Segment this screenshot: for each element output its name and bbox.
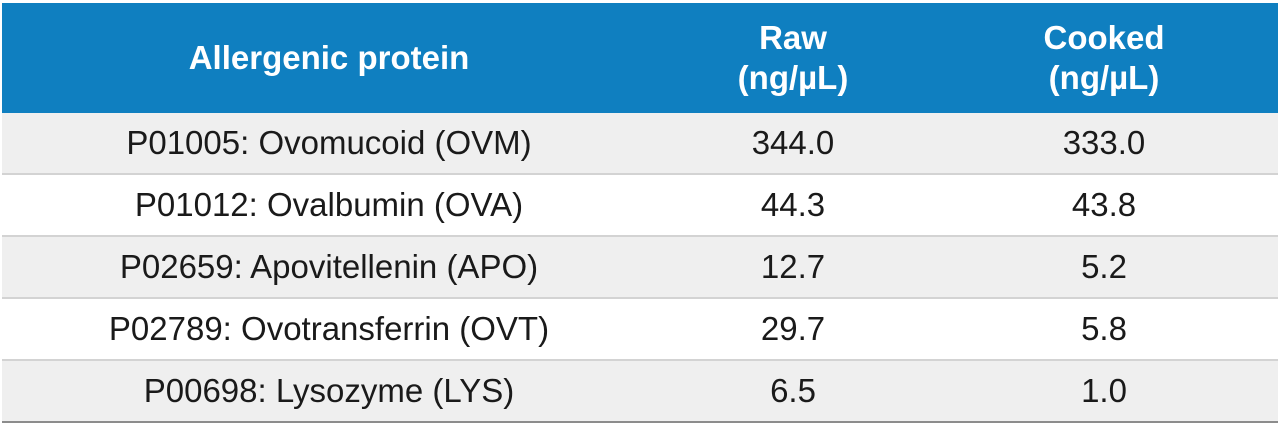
- table-row: P00698: Lysozyme (LYS) 6.5 1.0: [2, 360, 1278, 423]
- cell-cooked: 5.2: [930, 236, 1278, 299]
- header-cooked-label: Cooked: [1043, 19, 1165, 56]
- cell-cooked: 43.8: [930, 174, 1278, 237]
- header-cooked: Cooked (ng/µL): [930, 3, 1278, 113]
- cell-cooked: 5.8: [930, 298, 1278, 361]
- table-row: P01005: Ovomucoid (OVM) 344.0 333.0: [2, 113, 1278, 175]
- table-header: Allergenic protein Raw (ng/µL) Cooked (n…: [2, 3, 1278, 113]
- table-body: P01005: Ovomucoid (OVM) 344.0 333.0 P010…: [2, 113, 1278, 423]
- cell-cooked: 333.0: [930, 113, 1278, 175]
- cell-raw: 344.0: [656, 113, 930, 175]
- table-row: P02659: Apovitellenin (APO) 12.7 5.2: [2, 236, 1278, 299]
- header-raw-label: Raw: [759, 19, 827, 56]
- header-protein-label: Allergenic protein: [188, 39, 470, 76]
- cell-raw: 6.5: [656, 360, 930, 423]
- cell-raw: 12.7: [656, 236, 930, 299]
- header-cooked-unit: (ng/µL): [1048, 59, 1160, 96]
- cell-cooked: 1.0: [930, 360, 1278, 423]
- cell-protein: P00698: Lysozyme (LYS): [2, 360, 656, 423]
- cell-raw: 29.7: [656, 298, 930, 361]
- header-raw-unit: (ng/µL): [737, 59, 849, 96]
- table-row: P01012: Ovalbumin (OVA) 44.3 43.8: [2, 174, 1278, 237]
- cell-raw: 44.3: [656, 174, 930, 237]
- cell-protein: P02659: Apovitellenin (APO): [2, 236, 656, 299]
- cell-protein: P01012: Ovalbumin (OVA): [2, 174, 656, 237]
- header-protein: Allergenic protein: [2, 3, 656, 113]
- allergen-table: Allergenic protein Raw (ng/µL) Cooked (n…: [2, 3, 1278, 423]
- cell-protein: P01005: Ovomucoid (OVM): [2, 113, 656, 175]
- header-raw: Raw (ng/µL): [656, 3, 930, 113]
- table-row: P02789: Ovotransferrin (OVT) 29.7 5.8: [2, 298, 1278, 361]
- cell-protein: P02789: Ovotransferrin (OVT): [2, 298, 656, 361]
- header-row: Allergenic protein Raw (ng/µL) Cooked (n…: [2, 3, 1278, 113]
